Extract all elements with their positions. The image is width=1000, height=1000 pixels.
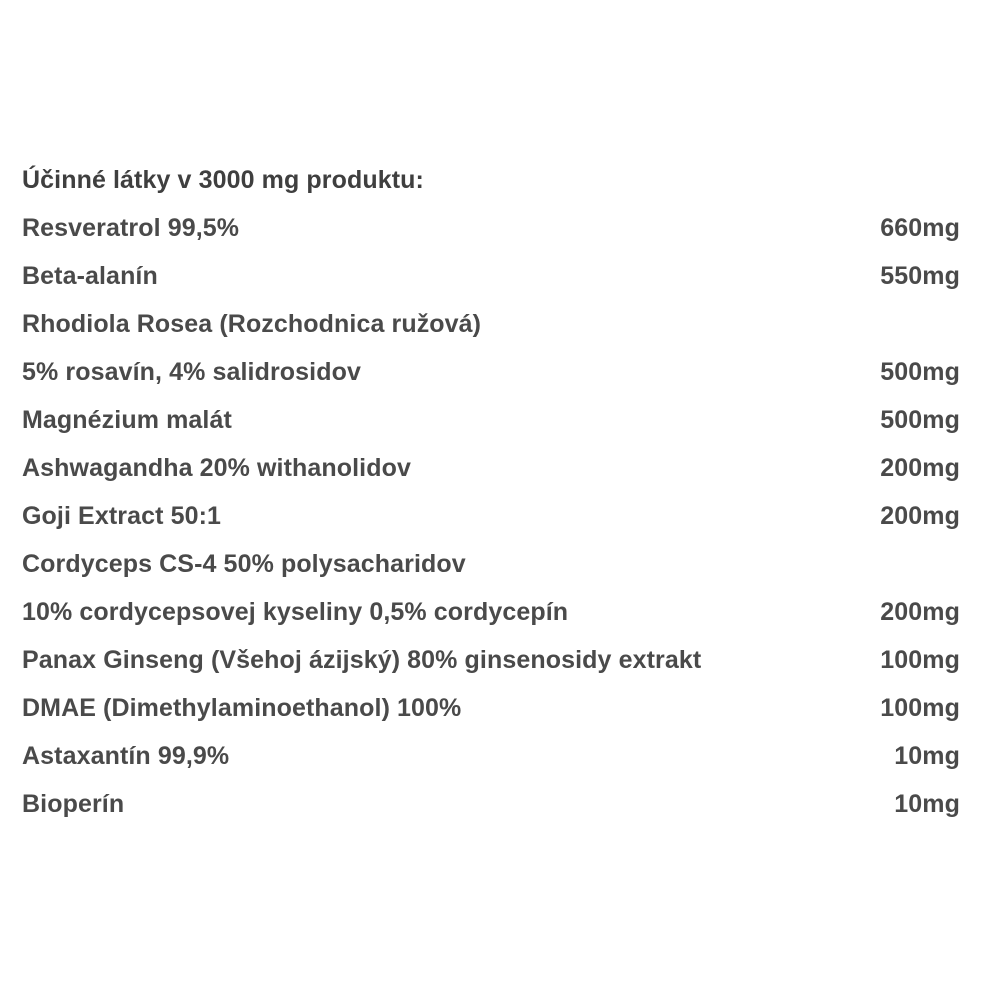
ingredient-amount: 10mg — [894, 790, 960, 818]
ingredient-row: Astaxantín 99,9% 10mg — [22, 732, 960, 780]
ingredient-amount: 200mg — [880, 454, 960, 482]
ingredient-name: Rhodiola Rosea (Rozchodnica ružová) — [22, 310, 482, 338]
dot-leader — [701, 671, 879, 672]
ingredient-name: Resveratrol 99,5% — [22, 214, 240, 242]
dot-leader — [461, 719, 879, 720]
dot-leader — [221, 527, 879, 528]
ingredient-name: 5% rosavín, 4% salidrosidov — [22, 358, 361, 386]
ingredient-row: Magnézium malát 500mg — [22, 396, 960, 444]
ingredient-row: Cordyceps CS-4 50% polysacharidov — [22, 540, 960, 588]
ingredient-amount: 200mg — [880, 502, 960, 530]
dot-leader — [232, 431, 879, 432]
ingredients-title: Účinné látky v 3000 mg produktu: — [22, 166, 424, 194]
ingredient-name: Magnézium malát — [22, 406, 232, 434]
ingredient-name: DMAE (Dimethylaminoethanol) 100% — [22, 694, 462, 722]
dot-leader — [411, 479, 879, 480]
dot-leader — [239, 239, 879, 240]
ingredient-amount: 660mg — [880, 214, 960, 242]
dot-leader — [229, 767, 893, 768]
ingredient-amount: 500mg — [880, 406, 960, 434]
ingredient-amount: 10mg — [894, 742, 960, 770]
dot-leader — [568, 623, 879, 624]
ingredient-row: Panax Ginseng (Všehoj ázijský) 80% ginse… — [22, 636, 960, 684]
ingredient-list: Resveratrol 99,5% 660mg Beta-alanín 550mg Rh… — [22, 204, 960, 828]
ingredient-amount: 100mg — [880, 646, 960, 674]
ingredient-row: Resveratrol 99,5% 660mg — [22, 204, 960, 252]
dot-leader — [158, 287, 879, 288]
ingredient-amount: 550mg — [880, 262, 960, 290]
dot-leader — [124, 815, 893, 816]
ingredient-row: DMAE (Dimethylaminoethanol) 100% 100mg — [22, 684, 960, 732]
ingredient-name: Cordyceps CS-4 50% polysacharidov — [22, 550, 466, 578]
ingredient-name: Goji Extract 50:1 — [22, 502, 222, 530]
ingredient-row: 5% rosavín, 4% salidrosidov 500mg — [22, 348, 960, 396]
ingredient-amount: 500mg — [880, 358, 960, 386]
ingredient-row: Rhodiola Rosea (Rozchodnica ružová) — [22, 300, 960, 348]
ingredient-name: Astaxantín 99,9% — [22, 742, 230, 770]
ingredient-row: Bioperín 10mg — [22, 780, 960, 828]
dot-leader — [361, 383, 879, 384]
ingredient-amount: 200mg — [880, 598, 960, 626]
ingredient-row: Ashwagandha 20% withanolidov 200mg — [22, 444, 960, 492]
ingredient-name: Panax Ginseng (Všehoj ázijský) 80% ginse… — [22, 646, 702, 674]
ingredient-name: Ashwagandha 20% withanolidov — [22, 454, 411, 482]
ingredient-name: Beta-alanín — [22, 262, 158, 290]
ingredient-amount: 100mg — [880, 694, 960, 722]
ingredient-row: 10% cordycepsovej kyseliny 0,5% cordycep… — [22, 588, 960, 636]
ingredient-name: 10% cordycepsovej kyseliny 0,5% cordycep… — [22, 598, 569, 626]
ingredient-row: Beta-alanín 550mg — [22, 252, 960, 300]
ingredient-name: Bioperín — [22, 790, 125, 818]
ingredient-row: Goji Extract 50:1 200mg — [22, 492, 960, 540]
